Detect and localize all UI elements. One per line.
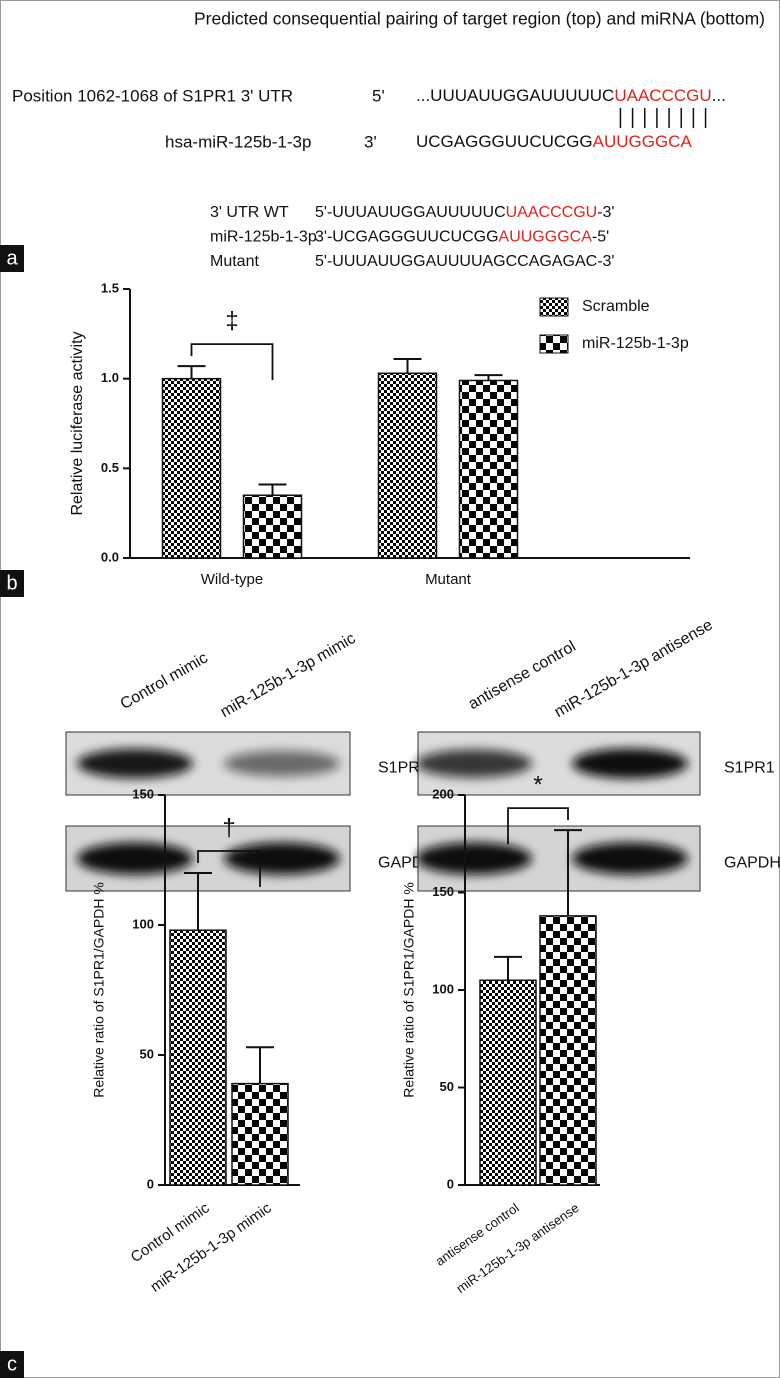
y-tick-label: 1.5 (101, 280, 119, 295)
panel-label-box (0, 245, 24, 272)
panel-label-box (0, 1351, 24, 1378)
y-tick-label: 50 (440, 1079, 454, 1094)
bar (161, 377, 222, 559)
x-tick-label: Mutant (425, 571, 472, 588)
panel-label: c (7, 1353, 17, 1375)
bar (242, 494, 303, 559)
construct-sequence: 5'-UUUAUUGGAUUUUUCUAACCCGU-3' (315, 204, 614, 221)
construct-name: miR-125b-1-3p (210, 229, 317, 246)
sequence: 5'-UUUAUUGGAUUUUUC (315, 204, 506, 221)
panel-label-box (0, 570, 24, 597)
legend-swatch (539, 297, 569, 317)
y-tick-label: 50 (140, 1046, 154, 1061)
significance-mark: † (222, 814, 235, 841)
significance-mark: ‡ (225, 307, 238, 334)
band (77, 842, 193, 875)
bar (169, 929, 227, 1186)
x-tick-label: Wild-type (201, 571, 264, 588)
mirna-sequence: UCGAGGGUUCUCGGAUUGGGCA (416, 132, 692, 151)
legend-swatch (539, 334, 569, 354)
y-tick-label: 150 (432, 884, 454, 899)
band (224, 750, 340, 777)
panel-label: b (6, 572, 17, 594)
construct-name: 3' UTR WT (210, 204, 289, 221)
seed: UAACCCGU (506, 204, 598, 221)
y-tick-label: 100 (432, 981, 454, 996)
sequence: UCGAGGGUUCUCGG (416, 132, 593, 151)
y-axis-label: Relative ratio of S1PR1/GAPDH % (401, 882, 417, 1098)
panel-title: Predicted consequential pairing of targe… (194, 9, 765, 29)
y-tick-label: 0 (447, 1176, 454, 1191)
target-end: 5' (372, 86, 385, 105)
y-tick-label: 0 (147, 1176, 154, 1191)
target-sequence: ...UUUAUUGGAUUUUUCUAACCCGU... (416, 86, 726, 105)
bar (231, 1082, 289, 1186)
y-axis-label: Relative ratio of S1PR1/GAPDH % (91, 882, 107, 1098)
band (224, 842, 340, 875)
construct-sequence: 3'-UCGAGGGUUCUCGGAUUGGGCA-5' (315, 229, 609, 246)
seed: AUUGGGCA (499, 229, 593, 246)
sequence: 3'-UCGAGGGUUCUCGG (315, 229, 499, 246)
legend-label: Scramble (582, 298, 650, 315)
band-label: GAPDH (724, 855, 780, 872)
sequence-end: -5' (592, 229, 609, 246)
band (77, 748, 193, 779)
y-tick-label: 0.5 (101, 460, 119, 475)
y-tick-label: 150 (132, 786, 154, 801)
band (572, 842, 688, 875)
bar (479, 979, 537, 1186)
significance-bracket (507, 807, 569, 845)
legend-label: miR-125b-1-3p (582, 335, 689, 352)
construct-name: Mutant (210, 253, 259, 270)
y-tick-label: 1.0 (101, 370, 119, 385)
significance-bracket (190, 343, 274, 381)
construct-sequence: 5'-UUUAUUGGAUUUUAGCCAGAGAC-3' (315, 253, 614, 270)
bar (539, 915, 597, 1186)
significance-mark: * (533, 771, 542, 798)
target-name: Position 1062-1068 of S1PR1 3' UTR (12, 86, 293, 105)
y-tick-label: 100 (132, 916, 154, 931)
panel-label: a (6, 247, 18, 269)
y-axis-label: Relative luciferase activity (69, 331, 86, 515)
band-label: S1PR1 (724, 760, 775, 777)
band (572, 748, 688, 779)
sequence: 5'-UUUAUUGGAUUUUAGCCAGAGAC-3' (315, 253, 614, 270)
sequence: ...UUUAUUGGAUUUUUC (416, 86, 614, 105)
sequence-tail: ... (712, 86, 726, 105)
band (416, 842, 532, 875)
y-tick-label: 200 (432, 786, 454, 801)
bar (377, 372, 438, 559)
band (416, 749, 532, 778)
bar (458, 379, 519, 559)
seed: AUUGGGCA (593, 132, 693, 151)
sequence-end: -3' (597, 204, 614, 221)
seed: UAACCCGU (614, 86, 711, 105)
significance-bracket (197, 850, 261, 887)
y-tick-label: 0.0 (101, 549, 119, 564)
mirna-end: 3' (364, 132, 377, 151)
mirna-name: hsa-miR-125b-1-3p (165, 132, 311, 151)
